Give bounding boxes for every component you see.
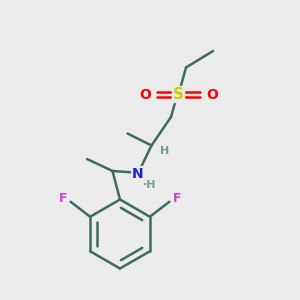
Text: O: O: [139, 88, 151, 101]
Text: S: S: [173, 87, 184, 102]
Text: F: F: [172, 192, 181, 205]
Text: O: O: [206, 88, 218, 101]
Text: F: F: [59, 192, 68, 205]
Text: N: N: [132, 167, 144, 181]
Text: H: H: [160, 146, 169, 157]
Text: ·H: ·H: [143, 179, 157, 190]
